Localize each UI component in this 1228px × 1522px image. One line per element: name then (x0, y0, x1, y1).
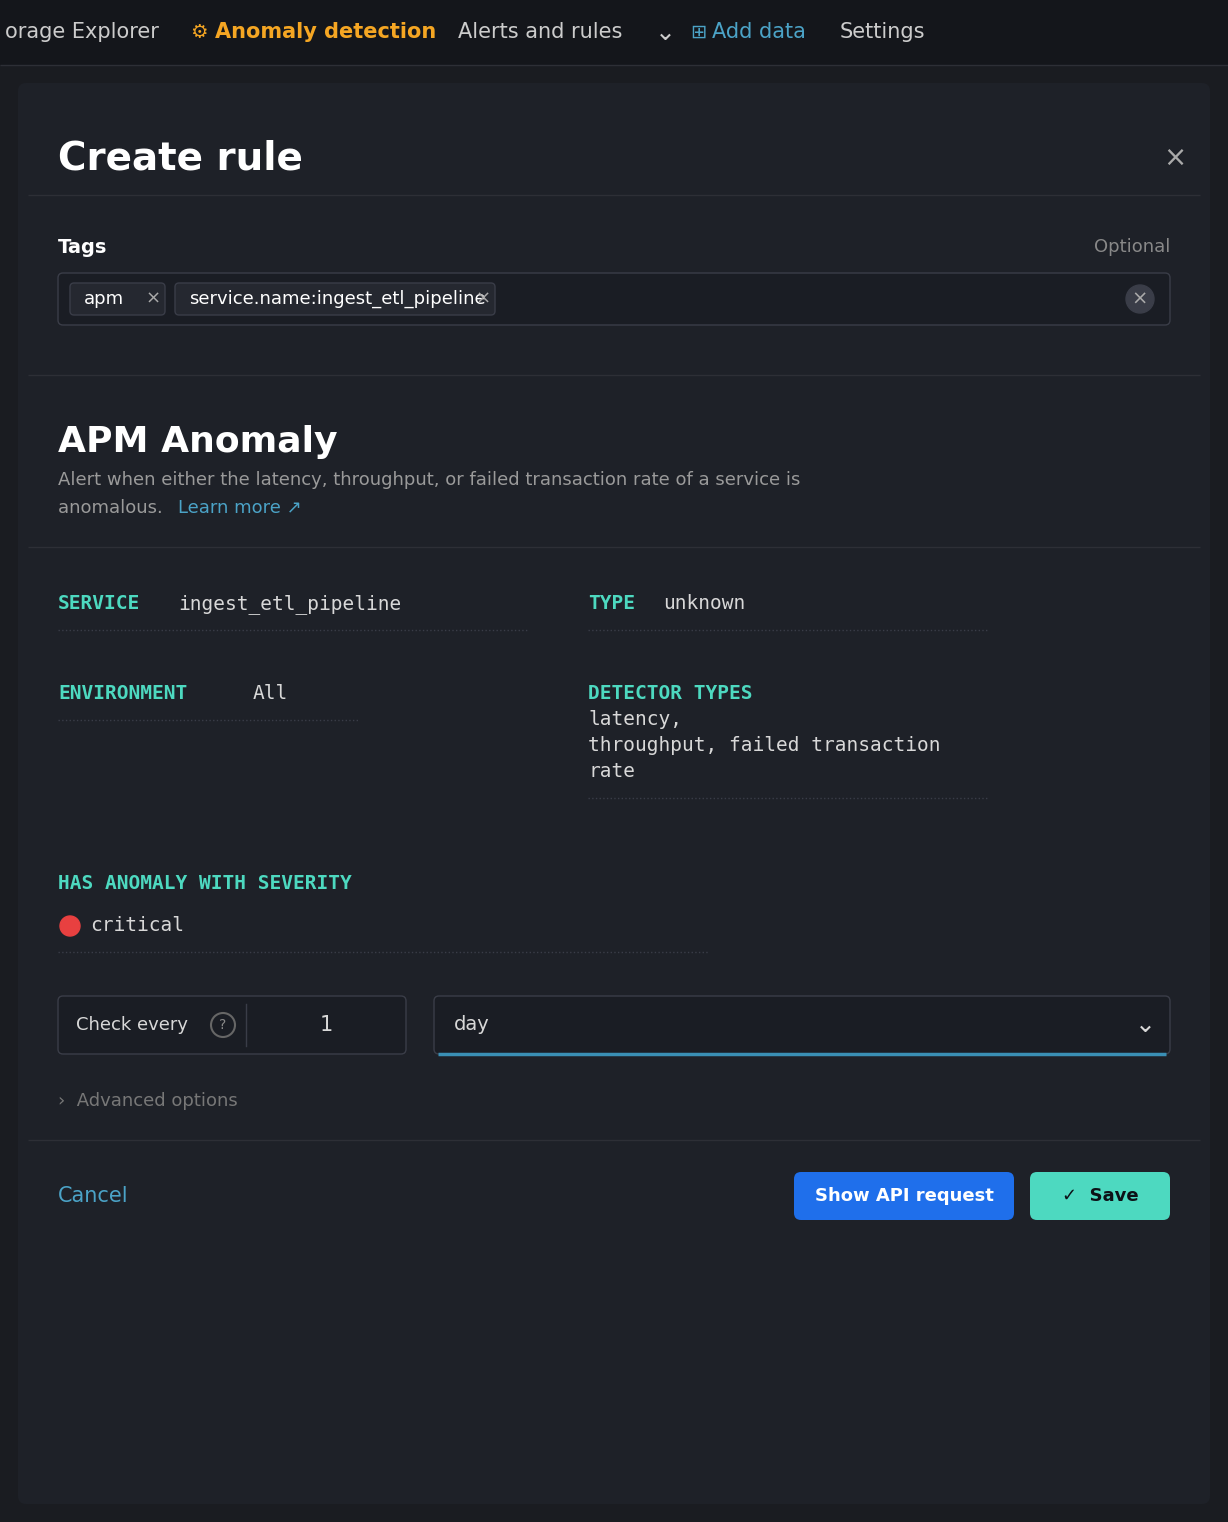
FancyBboxPatch shape (176, 283, 495, 315)
FancyBboxPatch shape (18, 84, 1210, 1504)
FancyBboxPatch shape (58, 995, 406, 1055)
Text: ingest_etl_pipeline: ingest_etl_pipeline (178, 594, 402, 613)
Bar (0, 0, 1228, 65)
Text: service.name:ingest_etl_pipeline: service.name:ingest_etl_pipeline (189, 289, 485, 307)
Text: ×: × (475, 291, 490, 307)
Text: Create rule: Create rule (58, 139, 303, 177)
FancyBboxPatch shape (58, 272, 1170, 326)
Circle shape (60, 916, 80, 936)
Text: anomalous.: anomalous. (58, 499, 168, 517)
Text: ?: ? (220, 1018, 227, 1032)
Text: Cancel: Cancel (58, 1186, 129, 1205)
Text: Alert when either the latency, throughput, or failed transaction rate of a servi: Alert when either the latency, throughpu… (58, 470, 801, 489)
Text: APM Anomaly: APM Anomaly (58, 425, 338, 460)
Text: All: All (253, 683, 289, 703)
Text: Add data: Add data (712, 23, 806, 43)
Circle shape (1126, 285, 1154, 314)
Text: DETECTOR TYPES: DETECTOR TYPES (588, 683, 753, 703)
Text: day: day (454, 1015, 490, 1035)
Text: ✓  Save: ✓ Save (1062, 1187, 1138, 1205)
Text: Learn more ↗: Learn more ↗ (178, 499, 302, 517)
Text: Tags: Tags (58, 237, 107, 257)
Text: apm: apm (84, 291, 124, 307)
Text: Alerts and rules: Alerts and rules (458, 23, 623, 43)
Text: rate: rate (588, 763, 635, 781)
Text: throughput, failed transaction: throughput, failed transaction (588, 737, 941, 755)
Text: SERVICE: SERVICE (58, 594, 140, 613)
Text: Settings: Settings (840, 23, 926, 43)
FancyBboxPatch shape (1030, 1172, 1170, 1221)
Text: Check every: Check every (76, 1017, 188, 1033)
Text: TYPE: TYPE (588, 594, 635, 613)
Text: ⚙: ⚙ (190, 23, 208, 43)
Text: ×: × (1132, 289, 1148, 309)
Text: ×: × (145, 291, 161, 307)
Text: HAS ANOMALY WITH SEVERITY: HAS ANOMALY WITH SEVERITY (58, 874, 351, 893)
Text: ENVIRONMENT: ENVIRONMENT (58, 683, 187, 703)
Text: orage Explorer: orage Explorer (5, 23, 158, 43)
Text: Show API request: Show API request (814, 1187, 993, 1205)
Text: ›  Advanced options: › Advanced options (58, 1091, 238, 1110)
Text: Optional: Optional (1094, 237, 1170, 256)
Text: ⌄: ⌄ (1135, 1014, 1156, 1036)
Text: unknown: unknown (663, 594, 745, 613)
Text: ⌄: ⌄ (655, 20, 675, 44)
FancyBboxPatch shape (70, 283, 165, 315)
Text: latency,: latency, (588, 709, 682, 729)
Text: critical: critical (90, 916, 184, 935)
FancyBboxPatch shape (433, 995, 1170, 1055)
Text: Anomaly detection: Anomaly detection (215, 23, 436, 43)
Text: ⊞: ⊞ (690, 23, 706, 43)
FancyBboxPatch shape (795, 1172, 1014, 1221)
Text: 1: 1 (319, 1015, 333, 1035)
Text: ×: × (1163, 145, 1186, 172)
